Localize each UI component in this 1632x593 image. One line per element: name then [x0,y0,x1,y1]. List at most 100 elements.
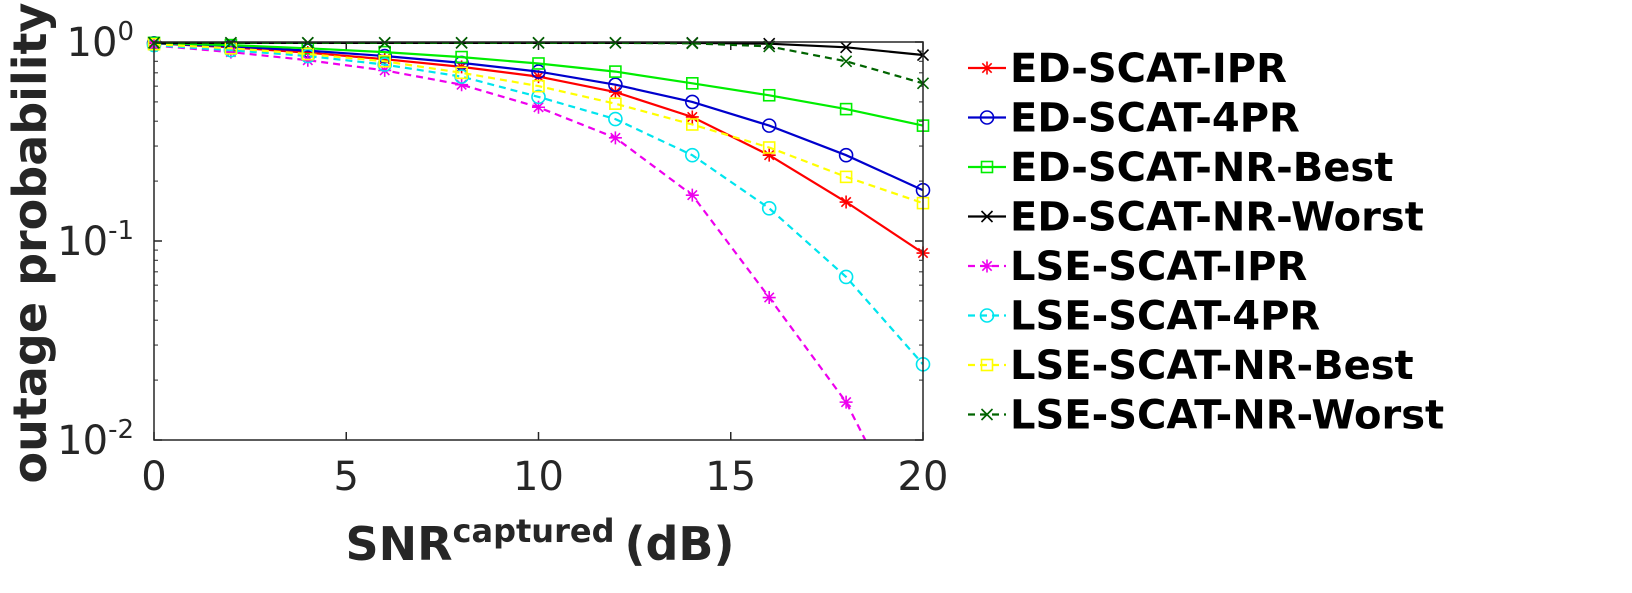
marker-square [609,65,622,78]
marker-square [455,66,468,80]
marker-star [301,46,315,60]
legend-label: LSE-SCAT-NR-Worst [1010,393,1444,439]
marker-circle [608,111,623,127]
marker-x [686,37,699,50]
data-point [378,52,392,66]
y-tick-label: 10-2 [57,415,134,464]
legend-marker [980,210,994,223]
legend: ED-SCAT-IPRED-SCAT-4PRED-SCAT-NR-BestED-… [968,46,1444,439]
x-axis-label: SNRcaptured (dB) [345,512,734,571]
marker-star [980,259,994,273]
data-point [686,37,699,50]
marker-star [762,291,776,305]
y-tick-label: 100 [67,17,134,66]
marker-circle [979,110,995,125]
data-point [762,148,776,162]
legend-marker [980,259,994,273]
x-axis-label-unit: (dB) [624,517,734,571]
data-point [762,291,776,305]
marker-circle [761,200,777,216]
x-tick-label: 15 [705,454,756,500]
data-point [839,195,853,209]
legend-label: LSE-SCAT-IPR [1010,244,1307,290]
marker-x [378,36,391,49]
marker-square [455,50,468,64]
legend-entry: ED-SCAT-NR-Worst [968,195,1424,241]
x-tick-label: 10 [513,454,564,500]
data-point [378,36,391,49]
marker-square [378,54,392,68]
marker-star [455,78,469,92]
data-point [532,100,545,114]
marker-star [532,70,545,84]
marker-circle [608,77,623,93]
marker-square [980,358,994,372]
marker-x [455,36,468,49]
data-point [608,131,622,145]
marker-square [532,57,545,70]
y-tick-base: 10 [57,418,108,464]
data-point [763,37,776,50]
axes-box [153,41,924,441]
data-point [839,170,853,184]
marker-square [980,160,994,174]
legend-label: ED-SCAT-NR-Best [1010,145,1393,191]
data-point [761,118,777,133]
data-point [839,102,853,116]
legend-marker [980,358,994,372]
marker-circle [838,147,854,163]
legend-entry: LSE-SCAT-4PR [968,294,1320,340]
x-tick-label: 5 [334,454,359,500]
y-axis-label: outage probability [3,3,57,484]
series-line [153,44,924,366]
marker-star [532,100,545,114]
x-tick-label: 0 [141,454,166,500]
data-point [531,89,546,105]
data-point [224,45,238,59]
data-point [455,78,469,92]
data-point [301,36,314,49]
marker-x [224,36,237,49]
data-point [455,36,468,49]
series-line [153,43,924,205]
legend-marker [980,61,994,75]
data-point [454,69,469,84]
legend-entry: LSE-SCAT-IPR [968,244,1307,290]
data-point [840,55,853,68]
marker-x [840,55,853,68]
marker-square [839,102,853,116]
data-point [377,48,393,64]
data-point [838,269,854,285]
data-point [609,36,622,49]
marker-square [685,77,699,90]
marker-star [685,110,699,124]
marker-circle [684,147,700,163]
y-tick-base: 10 [57,219,108,265]
data-point [532,79,545,93]
marker-square [685,118,699,131]
data-point [840,41,853,54]
marker-star [685,188,699,202]
data-point [685,118,699,131]
y-tick-exponent: -2 [108,415,134,445]
marker-square [839,170,853,184]
y-tick-base: 10 [67,20,118,66]
data-point [301,47,315,61]
marker-star [608,85,622,99]
marker-x [763,40,776,53]
data-point [532,57,545,70]
data-point [455,50,468,64]
legend-marker [980,160,994,174]
data-point [838,147,854,163]
marker-star [980,61,994,75]
data-point [455,66,468,80]
data-point [609,97,622,110]
data-point [301,46,315,60]
marker-square [762,141,776,154]
data-point [532,36,545,49]
data-point [531,64,546,79]
data-point [378,54,392,68]
data-point [377,57,393,72]
